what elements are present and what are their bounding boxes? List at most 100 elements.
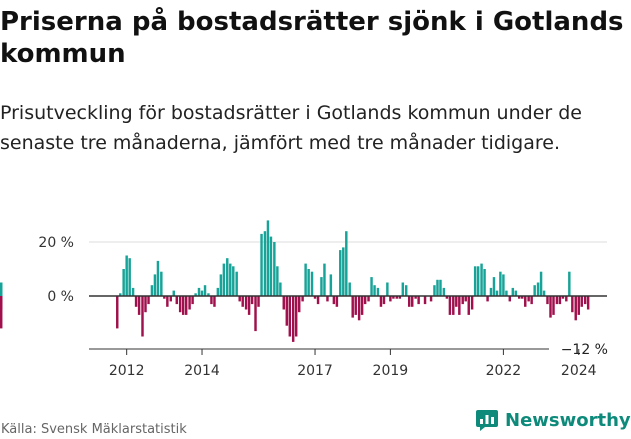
data-bar (433, 285, 436, 296)
data-bar (207, 293, 210, 296)
data-bar (439, 279, 442, 296)
data-bar (291, 296, 295, 342)
data-bar (181, 296, 185, 315)
data-bar (235, 271, 238, 296)
data-bar (448, 296, 452, 315)
data-bar (542, 290, 546, 296)
data-bar (473, 266, 477, 296)
data-bar (194, 293, 197, 296)
data-bar (552, 296, 555, 315)
chart-subtitle: Prisutveckling för bostadsrätter i Gotla… (0, 102, 582, 154)
data-bar (282, 296, 285, 310)
data-bar (351, 296, 354, 318)
data-bar (382, 296, 386, 305)
data-bar (191, 296, 194, 305)
data-bar (505, 290, 508, 296)
data-bar (518, 296, 521, 299)
data-bar (332, 296, 336, 305)
data-bar (445, 296, 449, 299)
data-bar (467, 296, 470, 315)
data-bar (580, 296, 583, 307)
data-bar (216, 287, 220, 296)
data-bar (561, 296, 565, 299)
data-bar (288, 296, 292, 337)
y-tick-label: 20 % (38, 235, 74, 251)
data-bar (307, 269, 310, 296)
data-bar (310, 271, 314, 296)
data-bar (489, 287, 493, 296)
data-bar (134, 296, 138, 307)
data-bar (568, 271, 571, 296)
data-bar (150, 285, 154, 296)
axis-layer (89, 295, 607, 355)
data-bar (160, 271, 163, 296)
data-bar (178, 296, 182, 313)
data-bar (222, 263, 226, 296)
data-bar (502, 274, 505, 296)
data-bar (404, 285, 408, 296)
data-bar (357, 296, 361, 321)
source-note: Källa: Svensk Mäklarstatistik (1, 422, 187, 437)
data-bar (398, 296, 402, 299)
data-bar (571, 296, 574, 313)
data-bar (156, 260, 160, 296)
data-bar (229, 263, 232, 296)
data-bar (395, 296, 399, 299)
data-bar (486, 296, 489, 302)
data-bar (169, 296, 172, 302)
data-bar (401, 282, 405, 296)
data-bar (483, 269, 486, 296)
data-bar (565, 296, 568, 302)
data-bar (429, 296, 433, 302)
data-bar (367, 296, 370, 302)
data-bar (0, 282, 3, 296)
data-bar (119, 293, 122, 296)
data-bar (411, 296, 414, 307)
bars-layer (0, 220, 590, 342)
data-bar (285, 296, 289, 326)
data-bar (586, 296, 590, 310)
data-bar (210, 296, 213, 305)
data-bar (499, 271, 502, 296)
bar-chart: 0 % 20 % 2012 2014 2017 2019 2022 2024 −12 % (0, 220, 608, 379)
data-bar (458, 296, 461, 315)
data-bar (172, 290, 175, 296)
data-bar (122, 269, 125, 296)
end-value-label: −12 % (561, 342, 608, 358)
y-tick-label: 0 % (47, 289, 74, 305)
data-bar (213, 296, 216, 307)
data-bar (269, 236, 273, 296)
data-bar (326, 296, 329, 302)
data-bar (508, 296, 512, 302)
data-bar (417, 296, 420, 305)
data-bar (407, 296, 411, 307)
data-bar (238, 296, 241, 302)
data-bar (577, 296, 580, 315)
data-bar (163, 296, 166, 299)
x-tick-label: 2019 (373, 363, 409, 379)
data-bar (266, 220, 270, 296)
data-bar (313, 296, 317, 299)
data-bar (128, 258, 131, 296)
data-bar (546, 296, 549, 305)
data-bar (273, 242, 276, 296)
data-bar (549, 296, 552, 318)
data-bar (514, 290, 518, 296)
x-tick-label: 2014 (184, 363, 220, 379)
data-bar (495, 290, 499, 296)
data-bar (226, 258, 229, 296)
data-bar (329, 274, 333, 296)
data-bar (147, 296, 150, 305)
data-bar (373, 285, 376, 296)
data-bar (392, 296, 395, 299)
x-tick-label: 2022 (486, 363, 522, 379)
data-bar (335, 296, 339, 307)
data-bar (360, 296, 364, 315)
data-bar (144, 296, 147, 313)
data-bar (389, 296, 392, 302)
data-bar (461, 296, 464, 305)
data-bar (203, 285, 207, 296)
data-bar (188, 296, 191, 310)
data-bar (294, 296, 298, 337)
data-bar (583, 296, 587, 305)
